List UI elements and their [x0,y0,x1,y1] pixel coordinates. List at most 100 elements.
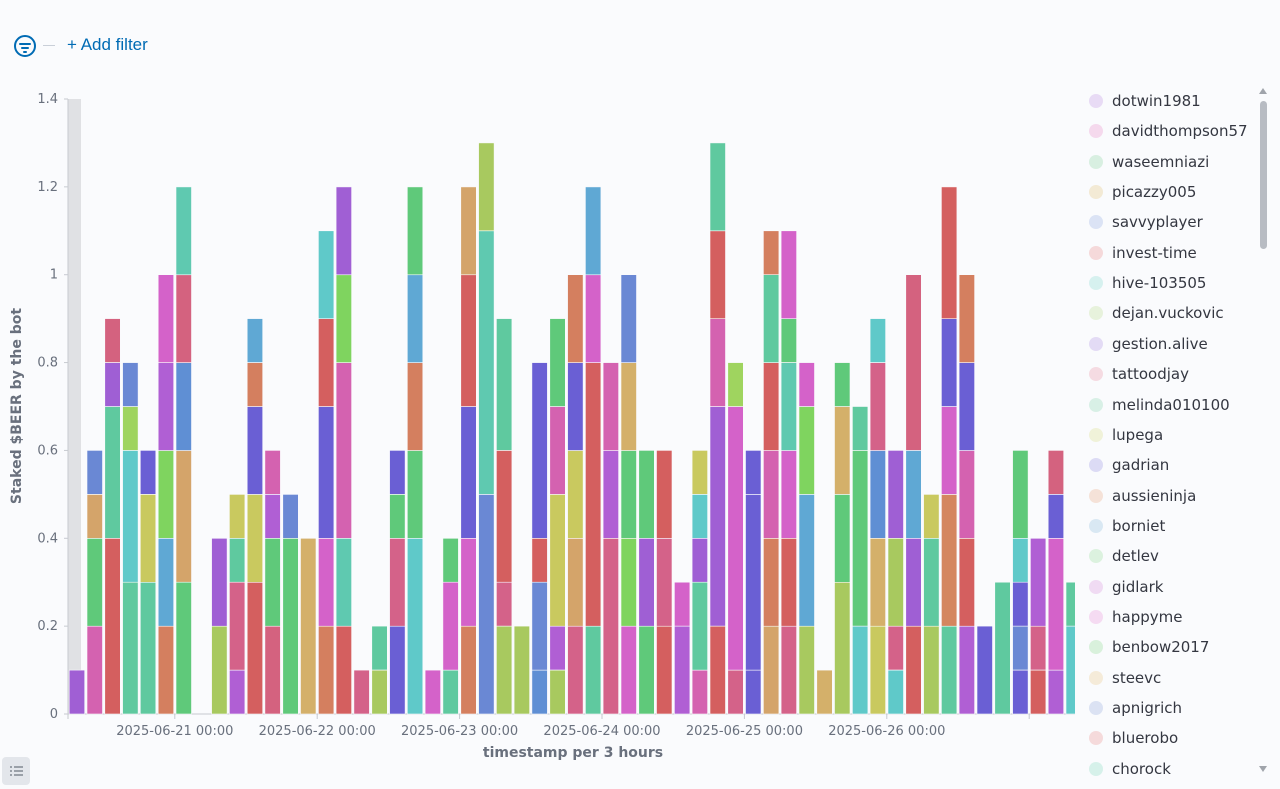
bar-segment[interactable] [175,362,192,451]
bar-segment[interactable] [157,274,174,363]
bar-segment[interactable] [68,669,85,715]
bar-segment[interactable] [958,274,975,363]
bar-segment[interactable] [958,537,975,627]
bar-segment[interactable] [531,362,548,539]
bar-segment[interactable] [852,450,869,627]
bar-segment[interactable] [816,669,833,715]
bar-segment[interactable] [175,581,192,715]
legend-item[interactable]: chorock [1080,754,1252,784]
bar-segment[interactable] [442,581,459,671]
bar-segment[interactable] [620,274,637,363]
legend-item[interactable]: davidthompson57 [1080,116,1252,146]
bar-segment[interactable] [958,450,975,539]
bar-segment[interactable] [923,625,940,715]
bar-segment[interactable] [104,406,121,539]
bar-segment[interactable] [941,186,958,319]
legend-item[interactable]: tattoodjay [1080,359,1252,389]
bar-segment[interactable] [1047,537,1064,671]
bar-segment[interactable] [549,406,566,495]
bar-segment[interactable] [335,362,352,539]
bar-segment[interactable] [1030,537,1047,627]
bar-segment[interactable] [691,450,708,495]
bar-segment[interactable] [763,274,780,363]
bar-segment[interactable] [602,537,619,715]
bar-segment[interactable] [460,186,477,276]
bar-segment[interactable] [264,450,281,495]
bar-segment[interactable] [175,186,192,276]
bar-segment[interactable] [496,581,513,627]
bar-segment[interactable] [104,362,121,407]
bar-segment[interactable] [229,581,246,671]
bar-segment[interactable] [798,406,815,495]
bar-segment[interactable] [389,494,406,539]
bar-segment[interactable] [246,318,263,363]
bar-segment[interactable] [656,450,673,539]
bar-segment[interactable] [140,450,157,495]
bar-segment[interactable] [211,537,228,627]
legend-item[interactable]: aussieninja [1080,481,1252,511]
bar-segment[interactable] [549,318,566,407]
bar-segment[interactable] [1047,494,1064,539]
bar-segment[interactable] [834,581,851,715]
legend-item[interactable]: bluerobo [1080,723,1252,753]
bar-segment[interactable] [140,494,157,583]
bar-segment[interactable] [941,406,958,495]
bar-segment[interactable] [567,274,584,363]
bar-segment[interactable] [763,362,780,451]
bar-segment[interactable] [478,230,495,495]
legend-item[interactable]: benbow2017 [1080,632,1252,662]
bar-segment[interactable] [585,274,602,363]
bar-segment[interactable] [709,142,726,232]
bar-segment[interactable] [335,537,352,627]
bar-segment[interactable] [745,494,762,671]
bar-segment[interactable] [834,494,851,583]
bar-segment[interactable] [442,537,459,583]
bar-segment[interactable] [994,581,1011,715]
bar-segment[interactable] [86,537,103,627]
bar-segment[interactable] [300,537,317,715]
bar-segment[interactable] [674,625,691,715]
bar-segment[interactable] [1030,625,1047,671]
bar-segment[interactable] [1047,669,1064,715]
bar-segment[interactable] [1012,669,1029,715]
bar-segment[interactable] [353,669,370,715]
bar-segment[interactable] [86,450,103,495]
bar-segment[interactable] [122,450,139,583]
bar-segment[interactable] [763,230,780,276]
bar-segment[interactable] [869,450,886,539]
bar-segment[interactable] [798,494,815,627]
bar-segment[interactable] [175,274,192,363]
bar-segment[interactable] [905,274,922,451]
bar-segment[interactable] [122,581,139,715]
bar-segment[interactable] [335,625,352,715]
bar-segment[interactable] [763,537,780,627]
bar-segment[interactable] [763,450,780,539]
add-filter-button[interactable]: + Add filter [67,35,148,54]
scroll-down-arrow-icon[interactable] [1259,766,1267,772]
filter-icon[interactable] [14,35,36,57]
bar-segment[interactable] [406,362,424,451]
bar-segment[interactable] [567,537,584,627]
legend-item[interactable]: savvyplayer [1080,207,1252,237]
bar-segment[interactable] [104,318,121,363]
bar-segment[interactable] [318,230,335,320]
bar-segment[interactable] [567,362,584,451]
bar-segment[interactable] [620,537,637,627]
bar-segment[interactable] [923,537,940,627]
bar-segment[interactable] [958,362,975,451]
bar-segment[interactable] [318,318,335,407]
bar-segment[interactable] [1012,537,1029,583]
bar-segment[interactable] [478,142,495,232]
bar-segment[interactable] [656,625,673,715]
bar-segment[interactable] [923,494,940,539]
bar-segment[interactable] [727,669,744,715]
bar-segment[interactable] [371,669,388,715]
bar-segment[interactable] [727,406,744,671]
bar-segment[interactable] [905,450,922,539]
legend-item[interactable]: apnigrich [1080,693,1252,723]
legend-item[interactable]: picazzy005 [1080,177,1252,207]
bar-segment[interactable] [140,581,157,715]
bar-segment[interactable] [941,625,958,715]
bar-segment[interactable] [157,362,174,451]
bar-segment[interactable] [282,494,299,539]
